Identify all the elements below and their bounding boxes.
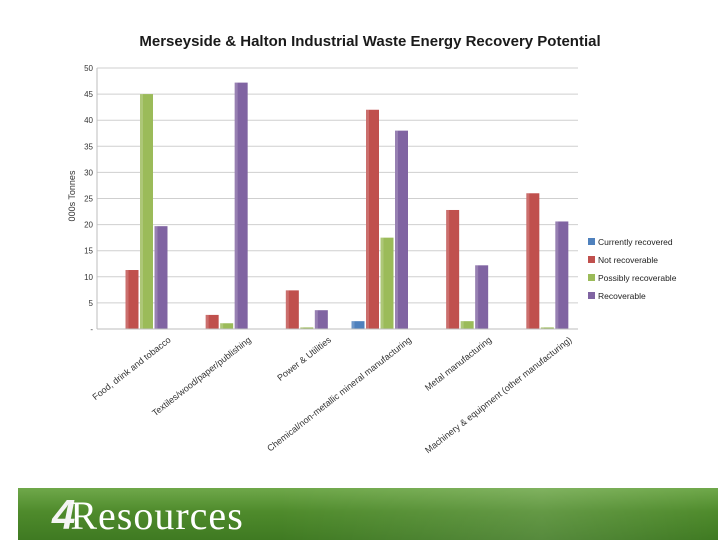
bar-recoverable — [475, 265, 489, 329]
x-axis-labels: Food, drink and tobaccoTextiles/wood/pap… — [90, 334, 573, 455]
legend-swatch — [588, 238, 595, 245]
x-tick-label: Food, drink and tobacco — [90, 335, 172, 402]
bar-highlight — [351, 321, 355, 329]
y-tick-label: 40 — [84, 116, 93, 125]
y-tick-label: 10 — [84, 273, 93, 282]
gridlines — [97, 67, 578, 330]
bar-highlight — [446, 209, 450, 329]
bar-highlight — [140, 94, 143, 329]
y-axis: - 5 10 15 20 25 30 35 40 45 50 — [84, 64, 98, 334]
bar-recoverable — [395, 130, 408, 329]
y-tick-label: 25 — [84, 195, 93, 204]
bar-not-recoverable — [205, 314, 219, 329]
bar-highlight — [220, 323, 224, 329]
bar-not-recoverable — [366, 109, 379, 329]
bar-possibly-recoverable — [540, 327, 554, 329]
bar-highlight — [205, 314, 209, 329]
x-tick-label: Power & Utilities — [275, 334, 333, 383]
bar-highlight — [285, 290, 289, 329]
bar-not-recoverable — [526, 193, 540, 329]
bar-highlight — [555, 221, 559, 329]
bar-not-recoverable — [285, 290, 299, 329]
bar-recoverable — [555, 221, 569, 329]
legend-swatch — [588, 256, 595, 263]
bar-recoverable — [154, 226, 168, 329]
bar-highlight — [125, 270, 129, 329]
bar-recoverable — [314, 310, 328, 329]
x-tick-label: Chemical/non-metallic mineral manufactur… — [265, 335, 413, 454]
y-tick-label: 15 — [84, 247, 93, 256]
bar-recoverable — [234, 82, 248, 329]
bar-possibly-recoverable — [140, 94, 153, 329]
bar-currently-recovered — [351, 321, 365, 329]
y-tick-label: - — [90, 325, 93, 334]
bar-possibly-recoverable — [380, 237, 394, 329]
bar-highlight — [540, 327, 544, 329]
legend-swatch — [588, 292, 595, 299]
bar-not-recoverable — [125, 270, 139, 329]
4resources-logo: 4Resources — [52, 491, 244, 539]
bar-not-recoverable — [446, 209, 460, 329]
bar-highlight — [395, 130, 398, 329]
logo-digit: 4 — [52, 491, 77, 538]
legend-label: Recoverable — [598, 291, 646, 301]
bar-possibly-recoverable — [220, 323, 234, 329]
x-tick-label: Machinery & equipment (other manufacturi… — [423, 335, 573, 456]
bar-highlight — [526, 193, 530, 329]
y-tick-label: 35 — [84, 142, 93, 151]
footer-highlight — [278, 488, 718, 540]
bar-highlight — [234, 82, 238, 329]
logo-text: Resources — [70, 493, 244, 538]
bar-highlight — [154, 226, 158, 329]
bar-highlight — [475, 265, 479, 329]
y-tick-label: 30 — [84, 168, 93, 177]
legend: Currently recovered Not recoverable Possib… — [588, 237, 677, 301]
y-tick-label: 45 — [84, 90, 93, 99]
chart-title: Merseyside & Halton Industrial Waste Ene… — [139, 33, 601, 50]
footer-banner: 4Resources — [18, 488, 718, 540]
y-tick-label: 20 — [84, 221, 93, 230]
bar-highlight — [460, 321, 464, 329]
legend-label: Not recoverable — [598, 255, 658, 265]
bar-highlight — [300, 327, 304, 329]
y-axis-label: 000s Tonnes — [67, 170, 77, 221]
y-tick-label: 50 — [84, 64, 93, 73]
x-tick-label: Metal manufacturing — [423, 335, 493, 393]
legend-label: Possibly recoverable — [598, 273, 677, 283]
bar-highlight — [314, 310, 318, 329]
bar-highlight — [380, 237, 384, 329]
legend-label: Currently recovered — [598, 237, 673, 247]
bar-highlight — [366, 109, 369, 329]
y-tick-label: 5 — [89, 299, 94, 308]
legend-swatch — [588, 274, 595, 281]
bar-possibly-recoverable — [300, 327, 314, 329]
bars — [97, 82, 578, 330]
bar-possibly-recoverable — [460, 321, 474, 329]
